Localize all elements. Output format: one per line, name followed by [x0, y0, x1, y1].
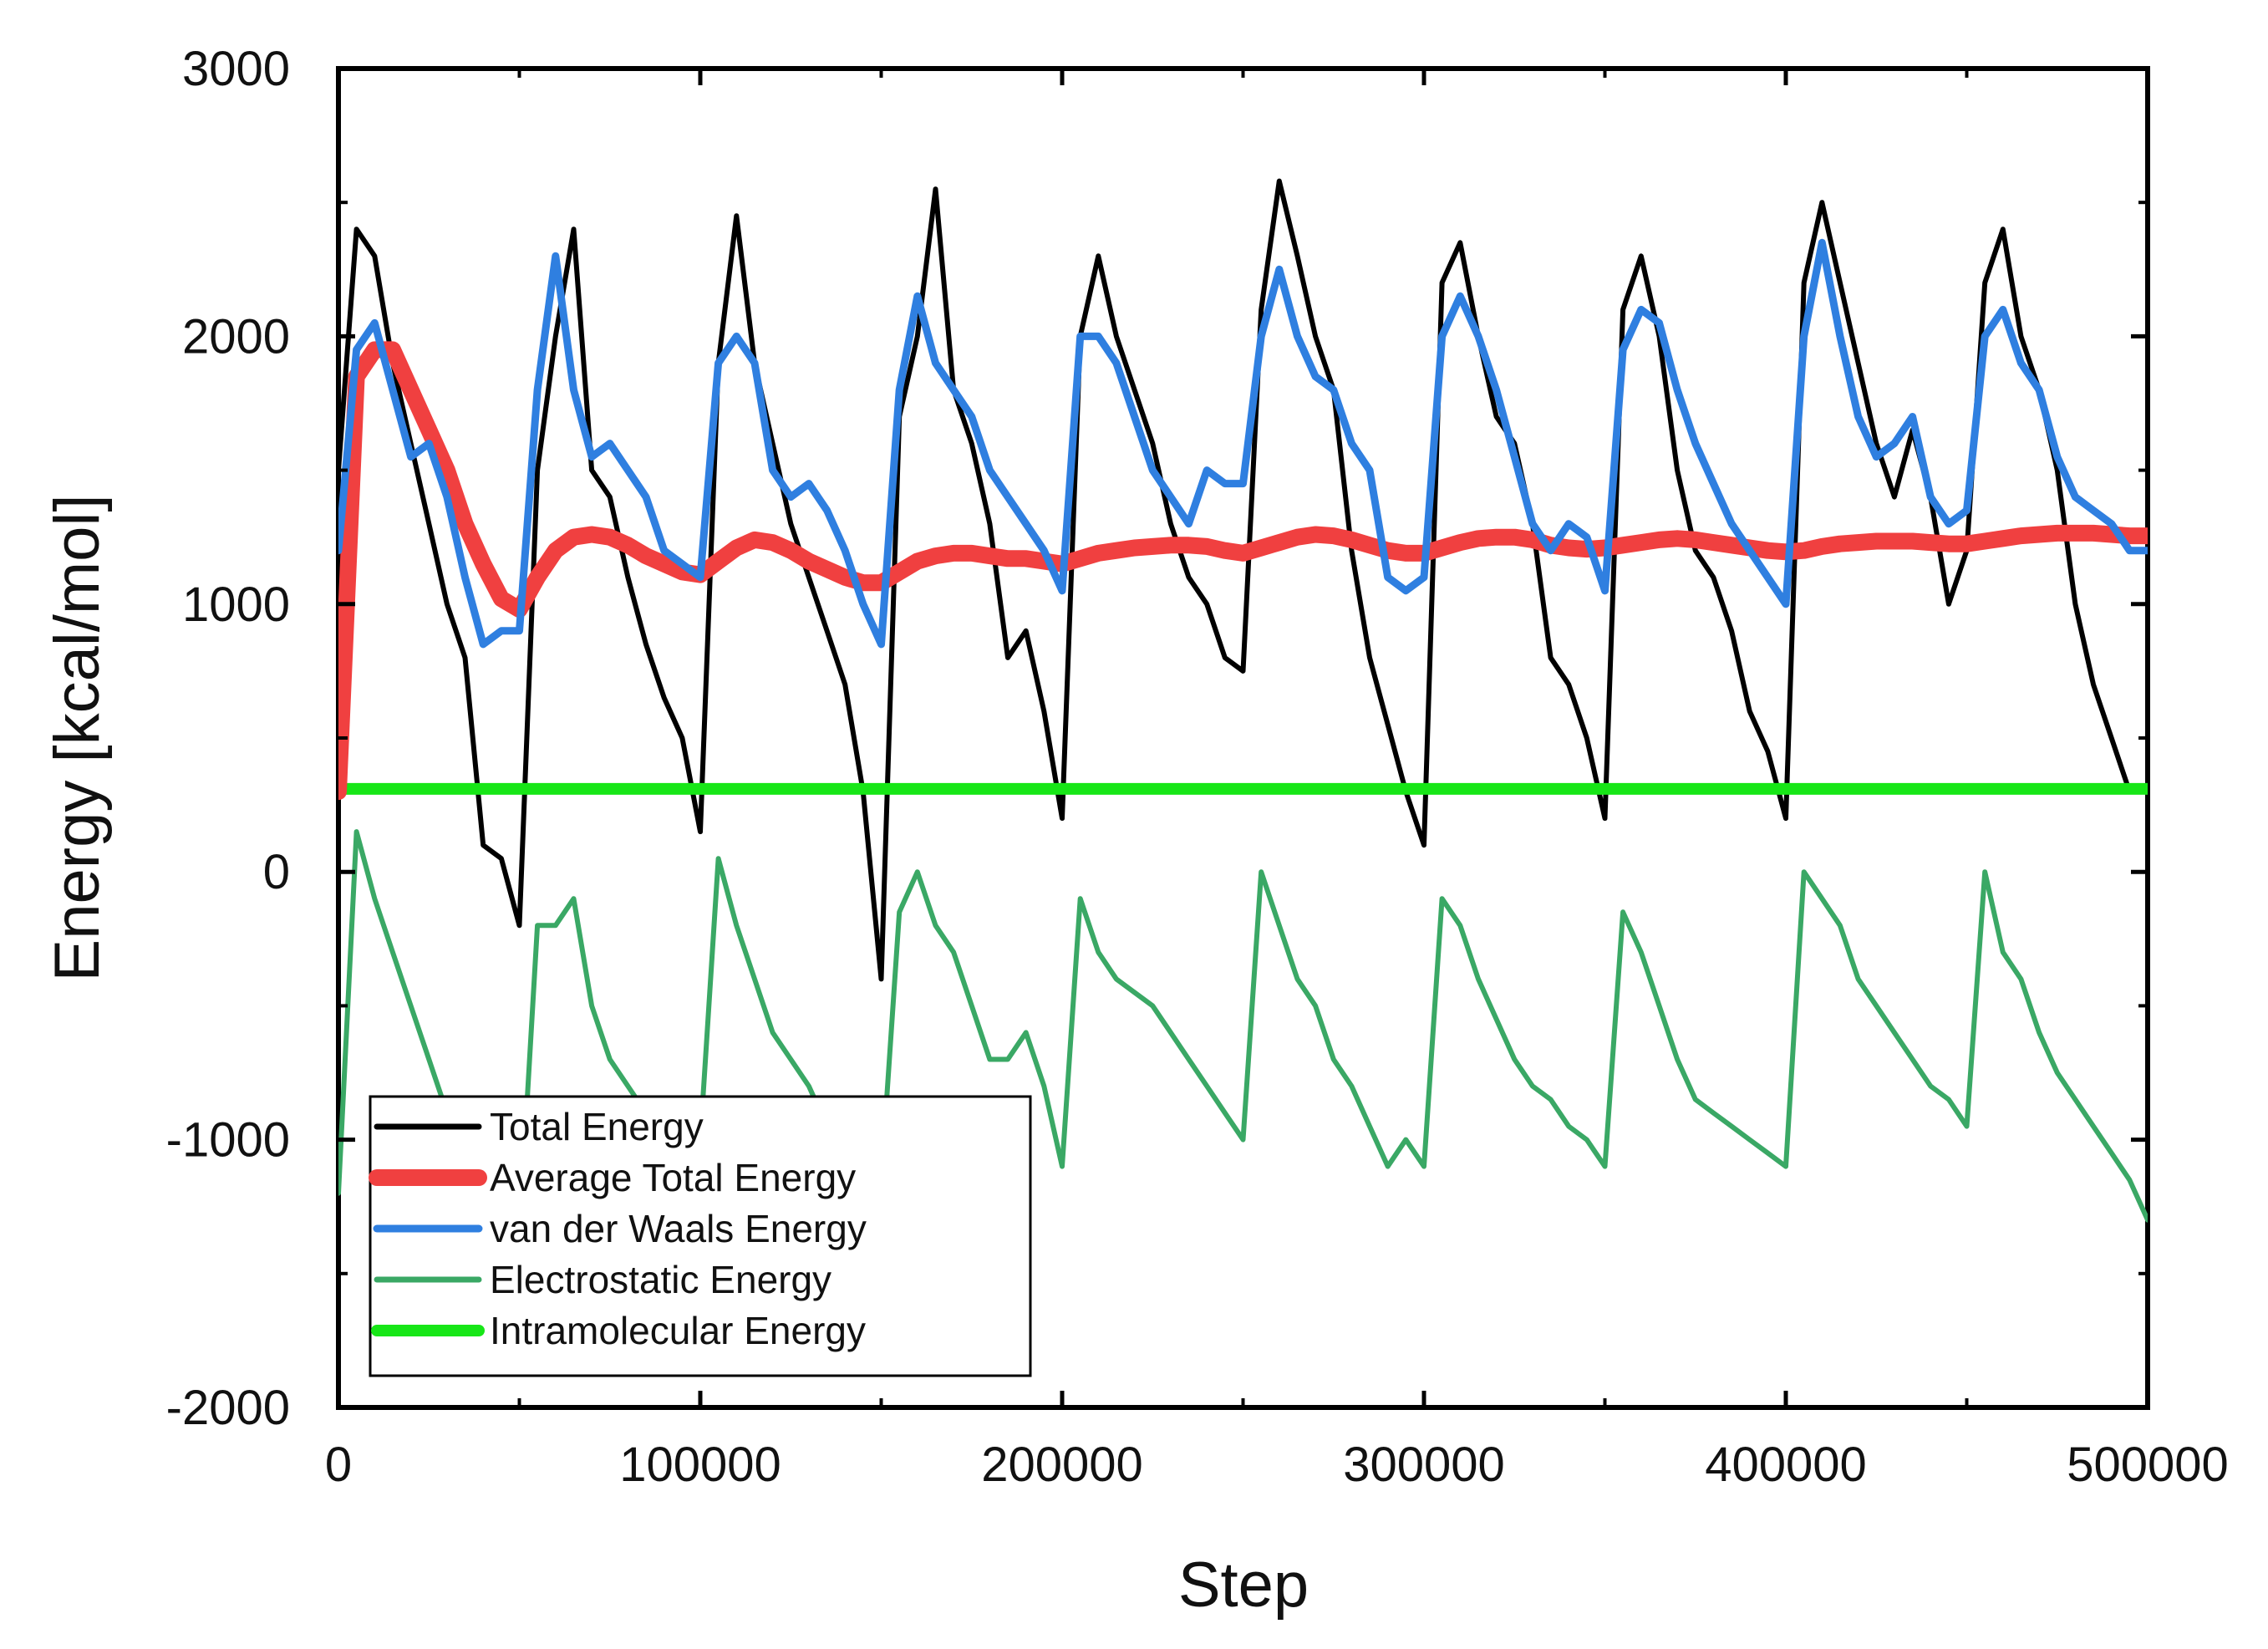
- y-tick-label: 3000: [182, 42, 290, 96]
- y-tick-label: -1000: [166, 1113, 290, 1168]
- series-line-average-total-energy: [338, 341, 2148, 801]
- y-tick-label: 2000: [182, 309, 290, 364]
- y-tick-label: 0: [263, 845, 290, 899]
- y-tick-label: 1000: [182, 578, 290, 632]
- y-tick-label: -2000: [166, 1381, 290, 1435]
- legend-label: Electrostatic Energy: [490, 1258, 831, 1301]
- legend-label: Intramolecular Energy: [490, 1309, 866, 1352]
- legend-label: Total Energy: [490, 1105, 704, 1148]
- x-axis-title: Step: [1178, 1550, 1309, 1621]
- y-axis-title: Energy [kcal/mol]: [42, 495, 113, 982]
- legend: Total Energy Average Total Energy van der …: [369, 1095, 1032, 1377]
- legend-label: van der Waals Energy: [490, 1207, 867, 1250]
- series-line-total-energy: [338, 178, 2148, 982]
- x-tick-label: 400000: [1705, 1438, 1867, 1492]
- x-tick-label: 300000: [1343, 1438, 1505, 1492]
- x-tick-label: 0: [325, 1438, 352, 1492]
- x-axis-ticks: 0 100000 200000 300000 400000 500000: [325, 69, 2229, 1492]
- series-line-van-der-waals-energy: [338, 238, 2148, 649]
- x-tick-label: 500000: [2067, 1438, 2229, 1492]
- legend-label: Average Total Energy: [490, 1156, 856, 1199]
- x-tick-label: 100000: [619, 1438, 781, 1492]
- y-axis-ticks: -2000 -1000 0 1000 2000 3000: [166, 42, 2148, 1435]
- x-tick-label: 200000: [981, 1438, 1143, 1492]
